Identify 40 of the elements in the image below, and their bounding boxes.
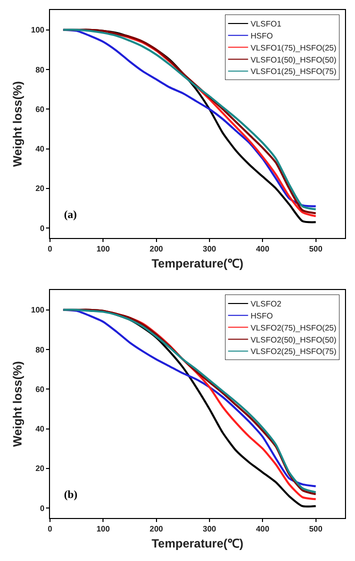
- x-tick-label: 0: [48, 524, 53, 534]
- legend-label: HSFO: [250, 32, 273, 41]
- y-tick-label: 20: [35, 464, 45, 474]
- x-axis-title: Temperature(℃): [152, 256, 244, 270]
- x-tick-label: 100: [96, 524, 110, 534]
- legend-label: VLSFO2(25)_HSFO(75): [250, 347, 337, 356]
- legend-label: VLSFO2(50)_HSFO(50): [250, 335, 337, 344]
- y-tick-label: 0: [40, 504, 45, 513]
- x-tick-label: 200: [150, 524, 164, 534]
- x-tick-label: 0: [48, 244, 53, 254]
- x-tick-label: 500: [309, 244, 323, 254]
- y-tick-label: 40: [35, 144, 45, 154]
- y-axis-title: Weight loss(%): [10, 81, 24, 167]
- x-tick-label: 100: [96, 244, 110, 254]
- y-tick-label: 80: [35, 65, 45, 74]
- y-tick-label: 20: [35, 184, 45, 194]
- y-tick-label: 100: [31, 306, 45, 315]
- x-tick-label: 300: [202, 244, 217, 254]
- annotation: (b): [64, 489, 78, 501]
- annotation: (a): [64, 209, 78, 221]
- legend-label: VLSFO1: [250, 20, 282, 29]
- legend-label: VLSFO2(75)_HSFO(25): [250, 323, 337, 332]
- y-tick-label: 40: [35, 424, 45, 434]
- legend-label: VLSFO1(25)_HSFO(75): [250, 67, 337, 76]
- x-tick-label: 300: [202, 524, 217, 534]
- x-tick-label: 400: [256, 244, 270, 254]
- legend-label: VLSFO2: [250, 300, 282, 309]
- y-tick-label: 100: [31, 26, 45, 35]
- y-tick-label: 80: [35, 345, 45, 354]
- y-tick-label: 60: [35, 384, 45, 394]
- legend-label: VLSFO1(50)_HSFO(50): [250, 55, 337, 64]
- y-tick-label: 0: [40, 224, 45, 233]
- legend-label: VLSFO1(75)_HSFO(25): [250, 43, 337, 52]
- x-tick-label: 500: [309, 524, 323, 534]
- x-tick-label: 200: [150, 244, 164, 254]
- x-tick-label: 400: [256, 524, 270, 534]
- y-tick-label: 60: [35, 104, 45, 114]
- x-axis-title: Temperature(℃): [152, 536, 244, 550]
- legend-label: HSFO: [250, 312, 273, 321]
- y-axis-title: Weight loss(%): [10, 361, 24, 447]
